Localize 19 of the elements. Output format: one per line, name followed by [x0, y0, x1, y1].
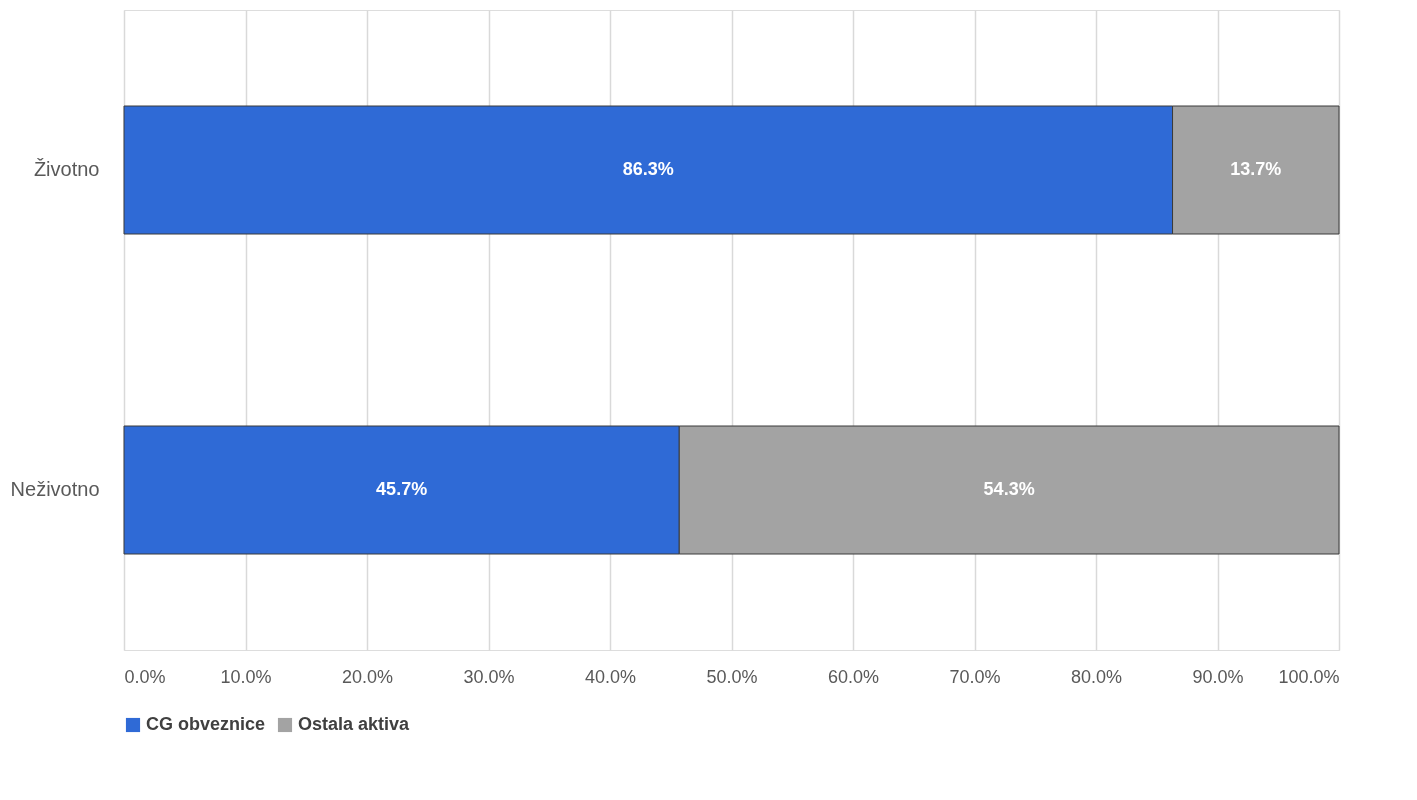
- x-tick-label: 10.0%: [220, 666, 272, 687]
- x-tick-label: 60.0%: [827, 666, 880, 687]
- x-tick-label: 80.0%: [1070, 666, 1123, 687]
- legend-label: Ostala aktiva: [298, 714, 411, 734]
- x-tick-label: 50.0%: [706, 666, 758, 687]
- data-label: 45.7%: [376, 479, 428, 499]
- data-label: 13.7%: [1230, 159, 1282, 179]
- y-tick-label: Neživotno: [10, 478, 100, 500]
- x-tick-label: 90.0%: [1192, 666, 1244, 687]
- x-tick-label: 100.0%: [1278, 666, 1340, 687]
- x-tick-label: 0.0%: [124, 666, 166, 687]
- x-tick-label: 40.0%: [584, 666, 637, 687]
- legend-label: CG obveznice: [146, 714, 266, 734]
- data-label: 54.3%: [983, 479, 1035, 499]
- x-tick-label: 70.0%: [949, 666, 1001, 687]
- x-tick-label: 20.0%: [341, 666, 394, 687]
- x-tick-label: 30.0%: [463, 666, 515, 687]
- y-tick-label: Životno: [33, 158, 100, 180]
- data-label: 86.3%: [622, 159, 674, 179]
